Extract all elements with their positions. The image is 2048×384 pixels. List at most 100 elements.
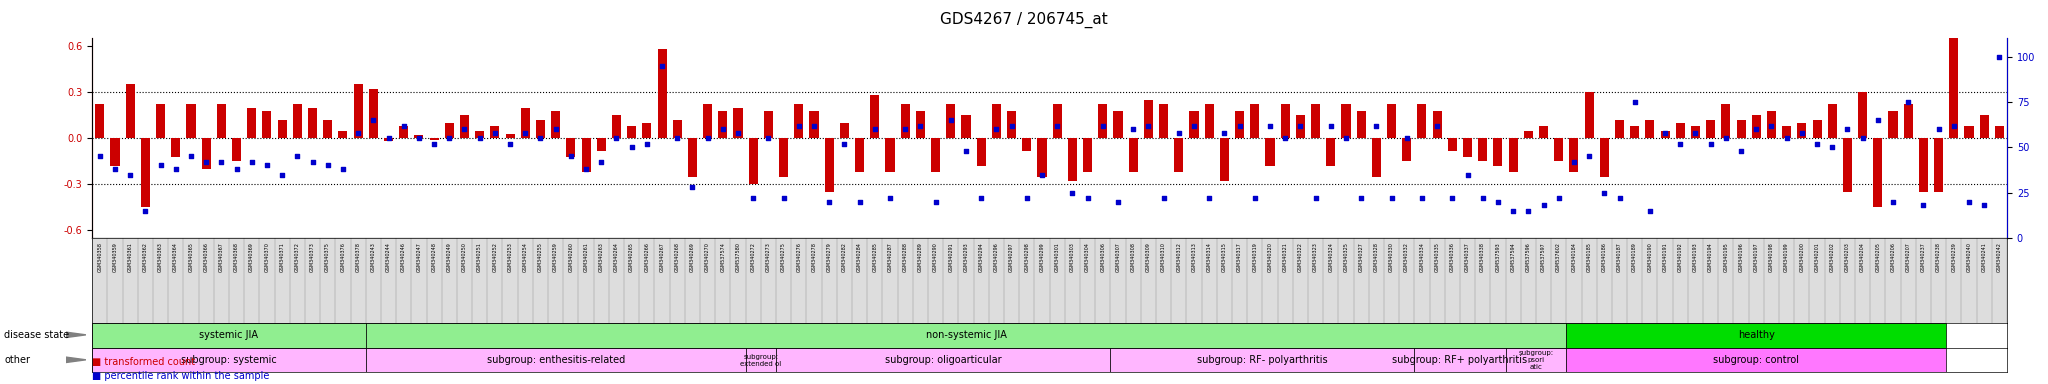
Text: ■ percentile rank within the sample: ■ percentile rank within the sample xyxy=(92,371,270,381)
Point xyxy=(662,135,694,141)
Point xyxy=(737,195,770,201)
Bar xyxy=(764,111,772,138)
Text: GSM340201: GSM340201 xyxy=(1815,242,1819,272)
Text: GSM340330: GSM340330 xyxy=(1389,242,1395,272)
Bar xyxy=(1675,123,1686,138)
Text: GSM340251: GSM340251 xyxy=(477,242,481,272)
Text: healthy: healthy xyxy=(1739,330,1776,340)
Point xyxy=(1952,199,1985,205)
Point xyxy=(463,135,496,141)
Point xyxy=(449,126,481,132)
Bar xyxy=(1110,348,1415,372)
Point xyxy=(539,126,571,132)
Bar xyxy=(795,104,803,138)
Point xyxy=(1862,117,1894,123)
Text: GDS4267 / 206745_at: GDS4267 / 206745_at xyxy=(940,12,1108,28)
Point xyxy=(782,122,815,129)
Point xyxy=(143,162,176,169)
Bar xyxy=(94,104,104,138)
Text: GSM340254: GSM340254 xyxy=(522,242,528,272)
Bar xyxy=(248,108,256,138)
Bar xyxy=(1751,115,1761,138)
Point xyxy=(115,172,147,178)
Bar xyxy=(1888,111,1898,138)
Bar xyxy=(172,138,180,157)
Point xyxy=(1026,172,1059,178)
Text: GSM340373: GSM340373 xyxy=(309,242,315,272)
Text: GSM537602: GSM537602 xyxy=(1556,242,1561,272)
Point xyxy=(768,195,801,201)
Text: GSM340317: GSM340317 xyxy=(1237,242,1241,272)
Point xyxy=(1800,141,1833,147)
Point xyxy=(174,153,207,159)
Text: GSM340299: GSM340299 xyxy=(1040,242,1044,272)
Bar xyxy=(354,84,362,138)
Text: subgroup: RF- polyarthritis: subgroup: RF- polyarthritis xyxy=(1196,355,1327,365)
Text: GSM340289: GSM340289 xyxy=(918,242,924,272)
Text: GSM340278: GSM340278 xyxy=(811,242,817,272)
Text: GSM340239: GSM340239 xyxy=(1952,242,1956,272)
Point xyxy=(569,166,602,172)
Bar xyxy=(1038,138,1047,177)
Point xyxy=(297,159,330,165)
Polygon shape xyxy=(66,357,86,362)
Bar xyxy=(1874,138,1882,207)
Bar xyxy=(1403,138,1411,161)
Text: GSM340248: GSM340248 xyxy=(432,242,436,272)
Point xyxy=(1528,202,1561,209)
Point xyxy=(1573,153,1606,159)
Text: GSM340207: GSM340207 xyxy=(1907,242,1911,272)
Bar xyxy=(1145,100,1153,138)
Text: GSM340244: GSM340244 xyxy=(385,242,391,272)
Point xyxy=(844,199,877,205)
Bar xyxy=(506,134,514,138)
Point xyxy=(1634,208,1667,214)
Text: GSM340238: GSM340238 xyxy=(1935,242,1942,272)
Text: GSM340275: GSM340275 xyxy=(780,242,786,272)
Bar xyxy=(776,348,1110,372)
Point xyxy=(965,195,997,201)
Bar xyxy=(809,111,819,138)
Point xyxy=(1542,195,1575,201)
Bar xyxy=(1538,126,1548,138)
Bar xyxy=(1083,138,1092,172)
Text: GSM340369: GSM340369 xyxy=(250,242,254,272)
Bar xyxy=(1174,138,1184,172)
Bar xyxy=(125,84,135,138)
Bar xyxy=(111,138,119,166)
Bar xyxy=(1964,126,1974,138)
Bar xyxy=(825,138,834,192)
Point xyxy=(889,126,922,132)
Text: GSM340336: GSM340336 xyxy=(1450,242,1454,272)
Point xyxy=(934,117,967,123)
Point xyxy=(1102,199,1135,205)
Text: GSM340242: GSM340242 xyxy=(1997,242,2003,272)
Point xyxy=(692,135,725,141)
Bar xyxy=(672,120,682,138)
Bar xyxy=(1128,138,1139,172)
Point xyxy=(356,117,389,123)
Bar xyxy=(750,138,758,184)
Point xyxy=(1360,122,1393,129)
Bar xyxy=(1280,104,1290,138)
Point xyxy=(1968,202,2001,209)
Bar xyxy=(307,108,317,138)
Text: GSM340263: GSM340263 xyxy=(598,242,604,272)
Point xyxy=(1057,190,1090,196)
Text: GSM340276: GSM340276 xyxy=(797,242,801,272)
Point xyxy=(1223,122,1255,129)
Text: GSM537574: GSM537574 xyxy=(721,242,725,272)
Point xyxy=(1208,130,1241,136)
Bar xyxy=(915,111,926,138)
Bar xyxy=(596,138,606,151)
Point xyxy=(432,135,465,141)
Bar xyxy=(92,323,367,348)
Point xyxy=(1405,195,1438,201)
Point xyxy=(707,126,739,132)
Polygon shape xyxy=(66,332,86,338)
Point xyxy=(1085,122,1118,129)
Point xyxy=(219,166,252,172)
Bar xyxy=(520,108,530,138)
Bar xyxy=(977,138,985,166)
Bar xyxy=(186,104,195,138)
